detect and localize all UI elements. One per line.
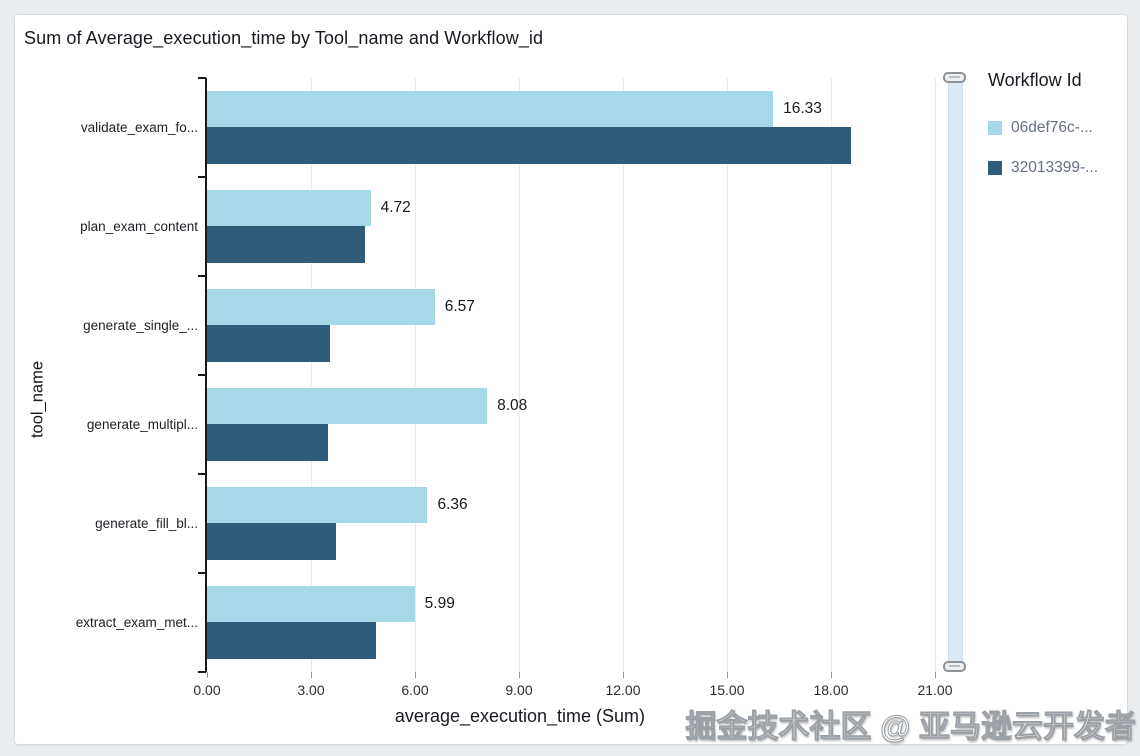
gridline-9.00 (518, 78, 520, 672)
bar-group0-series1[interactable] (207, 127, 852, 164)
bar-value-label: 8.08 (497, 396, 528, 414)
y-axis-tick (198, 176, 206, 178)
x-axis-tick-21.00 (934, 672, 936, 678)
chart-title: Sum of Average_execution_time by Tool_na… (24, 28, 544, 48)
y-category-label: generate_single_... (83, 317, 198, 333)
x-axis-tick-3.00 (310, 672, 312, 678)
x-tick-label: 21.00 (917, 682, 953, 698)
bar-group5-series0[interactable] (207, 585, 415, 622)
y-axis-line (205, 78, 207, 672)
axis-range-slider-handle-top[interactable] (943, 72, 966, 83)
x-axis-tick-12.00 (622, 672, 624, 678)
bar-group4-series1[interactable] (207, 523, 336, 560)
x-tick-label: 9.00 (505, 682, 533, 698)
legend: Workflow Id 06def76c-... 32013399-... (988, 70, 1098, 199)
y-category-label: validate_exam_fo... (80, 119, 198, 135)
bar-value-label: 5.99 (424, 594, 455, 612)
bar-group1-series0[interactable] (207, 189, 371, 226)
x-tick-label: 6.00 (401, 682, 429, 698)
gridline-15.00 (726, 78, 728, 672)
axis-range-slider-handle-bottom[interactable] (943, 661, 966, 672)
gridline-3.00 (310, 78, 312, 672)
x-tick-label: 12.00 (605, 682, 641, 698)
bar-group2-series0[interactable] (207, 288, 435, 325)
bar-group3-series1[interactable] (207, 424, 328, 461)
bar-group0-series0[interactable] (207, 90, 774, 127)
x-tick-label: 18.00 (813, 682, 849, 698)
legend-title: Workflow Id (988, 70, 1082, 90)
x-axis-tick-0.00 (206, 672, 208, 678)
legend-swatch-series1 (988, 161, 1002, 175)
bar-value-label: 6.36 (437, 495, 468, 513)
axis-range-slider-track[interactable] (948, 76, 963, 670)
x-axis-title: average_execution_time (Sum) (394, 706, 646, 726)
x-tick-label: 3.00 (297, 682, 325, 698)
legend-label-series0: 06def76c-... (1011, 119, 1093, 136)
y-category-label: extract_exam_met... (75, 614, 198, 630)
y-axis-tick (198, 77, 206, 79)
x-tick-label: 15.00 (709, 682, 745, 698)
legend-item-series0[interactable]: 06def76c-... (988, 119, 1098, 137)
bar-value-label: 16.33 (783, 99, 822, 117)
x-axis-tick-9.00 (518, 672, 520, 678)
x-axis-tick-6.00 (414, 672, 416, 678)
bar-value-label: 4.72 (380, 198, 411, 216)
y-axis-tick (198, 374, 206, 376)
watermark: 掘金技术社区 @ 亚马逊云开发者 (685, 709, 1136, 745)
bar-value-label: 6.57 (444, 297, 475, 315)
bar-group3-series0[interactable] (207, 387, 488, 424)
legend-label-series1: 32013399-... (1011, 159, 1099, 176)
gridline-18.00 (830, 78, 832, 672)
y-category-label: generate_multipl... (86, 416, 198, 432)
x-tick-label: 0.00 (193, 682, 221, 698)
y-axis-tick (198, 473, 206, 475)
x-axis-tick-18.00 (830, 672, 832, 678)
legend-swatch-series0 (988, 121, 1002, 135)
x-axis-tick-15.00 (726, 672, 728, 678)
bar-group5-series1[interactable] (207, 622, 376, 659)
y-axis-tick (198, 275, 206, 277)
bar-group2-series1[interactable] (207, 325, 331, 362)
y-category-label: plan_exam_content (80, 218, 198, 234)
gridline-6.00 (414, 78, 416, 672)
bar-group4-series0[interactable] (207, 486, 428, 523)
y-axis-title: tool_name (28, 360, 47, 439)
y-axis-tick (198, 671, 206, 673)
gridline-12.00 (622, 78, 624, 672)
y-axis-tick (198, 572, 206, 574)
y-category-label: generate_fill_bl... (95, 515, 198, 531)
gridline-21.00 (934, 78, 936, 672)
legend-item-series1[interactable]: 32013399-... (988, 159, 1098, 177)
bar-group1-series1[interactable] (207, 226, 365, 263)
